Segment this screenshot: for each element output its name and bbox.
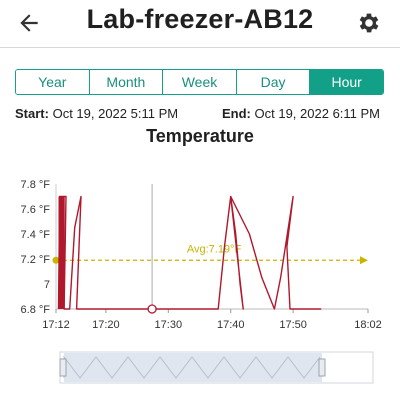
average-label: Avg:7.19°F (187, 243, 242, 255)
range-start: Start: Oct 19, 2022 5:11 PM (15, 106, 178, 121)
tab-year[interactable]: Year (16, 70, 90, 94)
gear-icon[interactable] (356, 10, 382, 36)
y-tick-label: 7 (44, 279, 50, 291)
tab-day[interactable]: Day (236, 70, 311, 94)
y-tick-label: 7.6 °F (21, 204, 51, 216)
average-marker (52, 256, 60, 264)
x-tick-label: 17:12 (42, 319, 70, 331)
x-tick-label: 17:40 (217, 319, 245, 331)
navigator-right-handle[interactable] (318, 358, 326, 377)
chart-title: Temperature (146, 126, 254, 146)
x-tick-label: 17:20 (92, 319, 120, 331)
y-tick-label: 7.4 °F (21, 229, 51, 241)
navigator-sparkline (63, 355, 321, 379)
tab-week[interactable]: Week (163, 70, 237, 94)
app-header: Lab-freezer-AB12 (0, 0, 400, 48)
arrow-left-icon[interactable] (16, 10, 42, 36)
x-tick-label: 17:50 (279, 319, 307, 331)
average-arrow (360, 256, 368, 265)
page-title: Lab-freezer-AB12 (86, 4, 314, 34)
temperature-series (57, 195, 322, 314)
start-label: Start: (15, 106, 49, 121)
range-end: End: Oct 19, 2022 6:11 PM (222, 106, 380, 121)
navigator-selection (64, 353, 322, 382)
start-value: Oct 19, 2022 5:11 PM (52, 106, 179, 121)
cursor-point (147, 304, 157, 314)
range-navigator (59, 351, 374, 384)
end-value: Oct 19, 2022 6:11 PM (254, 106, 381, 121)
x-tick-label: 18:02 (354, 319, 382, 331)
x-axis-ticks: 17:12 17:20 17:30 17:40 17:50 18:02 (42, 309, 382, 331)
x-tick-label: 17:30 (155, 319, 183, 331)
time-range-tabs: Year Month Week Day Hour (15, 69, 384, 95)
y-tick-label: 6.8 °F (21, 304, 51, 316)
y-axis-ticks: 7.8 °F 7.6 °F 7.4 °F 7.2 °F 7 6.8 °F (21, 179, 51, 316)
y-tick-label: 7.8 °F (21, 179, 51, 191)
end-label: End: (222, 106, 251, 121)
y-tick-label: 7.2 °F (21, 254, 51, 266)
series-dense-block (58, 196, 65, 309)
navigator-left-handle[interactable] (59, 358, 67, 377)
tab-month[interactable]: Month (89, 70, 164, 94)
series-line (57, 195, 322, 310)
average-line: Avg:7.19°F (52, 243, 368, 265)
tab-hour[interactable]: Hour (310, 70, 383, 94)
